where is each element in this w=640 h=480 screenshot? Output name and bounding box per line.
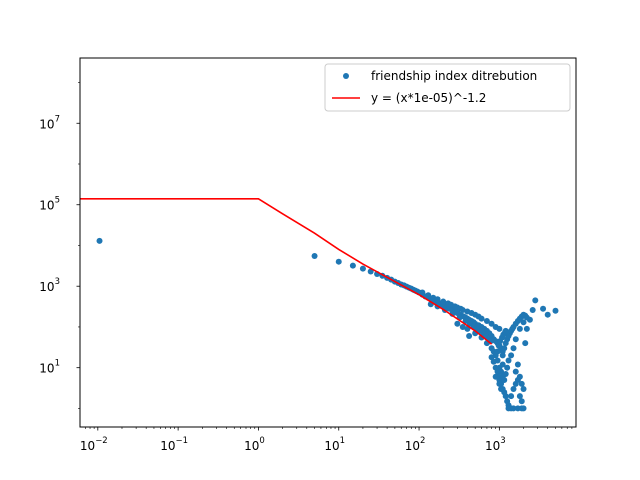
scatter-point (496, 380, 503, 387)
fit-line (80, 197, 493, 345)
scatter-point (492, 373, 499, 380)
scatter-point (518, 398, 525, 405)
scatter-point (494, 348, 501, 355)
scatter-point (454, 320, 461, 327)
scatter-point (499, 352, 506, 359)
scatter-point (311, 253, 318, 260)
scatter-point (499, 361, 506, 368)
scatter-point (498, 385, 505, 392)
scatter-point (96, 237, 103, 244)
scatter-point (504, 364, 511, 371)
scatter-point (359, 265, 366, 272)
legend: friendship index ditrebution y = (x*1e-0… (324, 63, 571, 112)
scatter-point (552, 307, 559, 314)
scatter-point (510, 405, 517, 412)
x-tick-label: 101 (324, 436, 345, 453)
x-tick-label: 100 (244, 436, 265, 453)
scatter-point (478, 334, 485, 341)
y-tick-label: 101 (39, 359, 60, 376)
scatter-point (459, 323, 466, 330)
scatter-point (518, 380, 525, 387)
scatter-point (532, 297, 539, 304)
scatter-point (516, 325, 523, 332)
scatter-point (510, 385, 517, 392)
scatter-point (505, 357, 512, 364)
scatter-point (508, 393, 515, 400)
scatter-point (488, 320, 495, 327)
scatter-point (440, 298, 447, 305)
scatter-point (526, 316, 533, 323)
scatter-point (510, 345, 517, 352)
y-tick-label: 103 (39, 277, 60, 294)
scatter-point (529, 307, 536, 314)
scatter-point (478, 315, 485, 322)
x-tick-label: 102 (405, 436, 426, 453)
scatter-point (516, 393, 523, 400)
scatter-point (419, 289, 426, 296)
scatter-point (520, 385, 527, 392)
scatter-point (516, 373, 523, 380)
scatter-point (520, 405, 527, 412)
y-tick-label: 107 (39, 114, 60, 131)
scatter-point (520, 319, 527, 326)
scatter-point (540, 305, 547, 312)
scatter-point (466, 332, 473, 339)
fit-line-series (80, 197, 493, 345)
x-axis: 10−2 10−1 100 101 102 103 (80, 427, 573, 453)
y-tick-label: 105 (39, 196, 60, 213)
scatter-point (490, 358, 497, 365)
scatter-point (514, 361, 521, 368)
scatter-point (502, 393, 509, 400)
legend-box (324, 63, 571, 112)
x-tick-label: 10−2 (80, 436, 108, 453)
scatter-point (335, 258, 342, 265)
scatter-point (502, 329, 509, 336)
scatter-point (499, 373, 506, 380)
legend-scatter-marker (343, 73, 349, 79)
scatter-point (522, 340, 529, 347)
scatter-point (496, 325, 503, 332)
scatter-point (349, 262, 356, 269)
scatter-point (501, 345, 508, 352)
y-axis: 101 103 105 107 (39, 82, 80, 409)
scatter-point (488, 354, 495, 361)
plot-frame (79, 57, 577, 428)
scatter-point (508, 352, 515, 359)
x-tick-label: 103 (485, 436, 506, 453)
x-tick-label: 10−1 (160, 436, 188, 453)
scatter-point (523, 325, 530, 332)
scatter-point (494, 368, 501, 375)
scatter-point (483, 318, 490, 324)
scatter-point (459, 307, 466, 314)
scatter-point (434, 296, 441, 303)
scatter-point (512, 336, 519, 343)
scatter-point (544, 311, 551, 318)
legend-label-fit: y = (x*1e-05)^-1.2 (371, 91, 486, 105)
legend-label-scatter: friendship index ditrebution (371, 69, 537, 83)
scatter-point (512, 368, 519, 375)
scatter-point (425, 292, 432, 299)
